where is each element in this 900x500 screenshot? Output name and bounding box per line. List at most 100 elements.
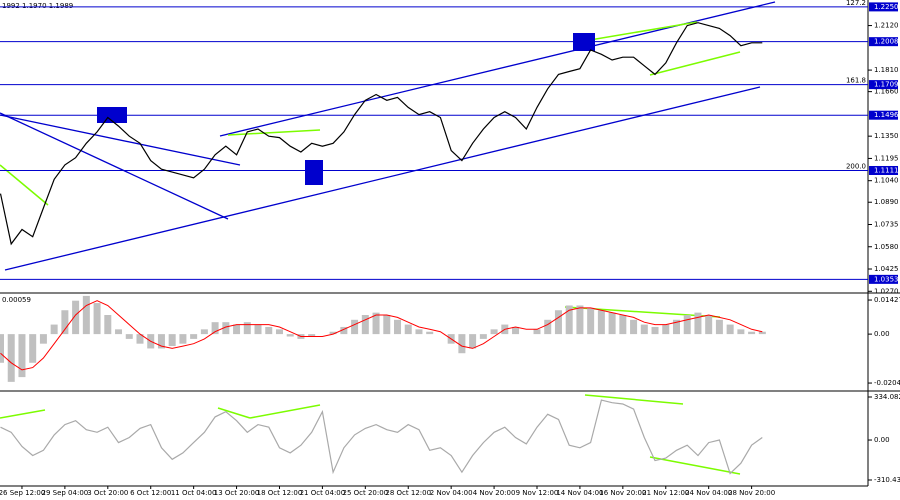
bar: [394, 319, 402, 335]
fib-label: 127.2: [846, 0, 866, 7]
bar: [136, 334, 144, 344]
bar: [308, 334, 316, 337]
bar: [490, 329, 498, 335]
x-tick-label: 4 Nov 20:00: [473, 489, 516, 497]
bar: [265, 326, 273, 335]
bar: [619, 315, 627, 335]
x-tick-label: 28 Nov 20:00: [728, 489, 775, 497]
x-tick-label: 21 Oct 04:00: [300, 489, 346, 497]
bar: [608, 312, 616, 335]
y-tick-label: 1.1810: [874, 66, 899, 74]
x-tick-label: 9 Nov 12:00: [516, 489, 559, 497]
divergence-line: [649, 456, 741, 475]
level-label-box: [869, 37, 898, 47]
bar: [458, 334, 466, 354]
signal-line: [0, 300, 763, 371]
bar: [554, 310, 562, 335]
channel-lower: [4, 86, 761, 271]
bar: [93, 303, 101, 335]
bar: [533, 329, 541, 335]
level-label: 1.1709: [874, 81, 899, 89]
level-label-box: [869, 165, 898, 175]
bar: [662, 324, 670, 335]
level-label: 1.2008: [874, 38, 899, 46]
bar: [7, 334, 15, 382]
bar: [404, 324, 412, 335]
bar: [361, 315, 369, 335]
bar: [758, 331, 766, 335]
bar: [211, 322, 219, 335]
x-tick-label: 3 Oct 20:00: [87, 489, 128, 497]
bar: [39, 334, 47, 344]
chart-title: 1992 1.1970 1.1989: [2, 2, 73, 10]
bar: [597, 310, 605, 335]
divergence-line: [249, 404, 321, 419]
x-tick-label: 26 Sep 12:00: [0, 489, 45, 497]
bar: [329, 331, 337, 335]
x-tick-label: 21 Nov 12:00: [642, 489, 689, 497]
bar: [651, 326, 659, 335]
fib-label: 200.0: [846, 162, 866, 170]
x-tick-label: 16 Nov 20:00: [599, 489, 646, 497]
y-tick-label: -0.02049: [874, 379, 900, 387]
x-tick-label: 2 Nov 04:00: [430, 489, 473, 497]
bar: [544, 319, 552, 335]
bar: [737, 329, 745, 335]
x-tick-label: 6 Oct 12:00: [130, 489, 171, 497]
bar: [222, 322, 230, 335]
line: [0, 399, 763, 475]
x-tick-label: 11 Oct 04:00: [171, 489, 217, 497]
bar: [565, 305, 573, 335]
bar: [179, 334, 187, 344]
y-tick-label: 0.00: [874, 330, 890, 338]
bar: [479, 334, 487, 339]
bar: [286, 334, 294, 337]
x-tick-label: 18 Oct 12:00: [257, 489, 303, 497]
bar: [72, 300, 80, 335]
divergence-line: [0, 409, 46, 419]
fib-label: 161.8: [846, 77, 866, 85]
bar: [82, 295, 90, 335]
bar: [683, 315, 691, 335]
bar: [715, 319, 723, 335]
bar: [115, 329, 123, 335]
level-label: 1.2250: [874, 3, 899, 11]
y-tick-label: 1.0270: [874, 287, 899, 295]
bar: [426, 331, 434, 335]
y-tick-label: 0.00: [874, 436, 890, 444]
bar: [0, 334, 4, 363]
bar: [351, 319, 359, 335]
y-tick-label: 1.0890: [874, 198, 899, 206]
bar: [61, 310, 69, 335]
bar: [50, 324, 58, 335]
y-tick-label: 334.0824: [874, 393, 900, 401]
bar: [104, 315, 112, 335]
y-tick-label: 1.0580: [874, 243, 899, 251]
bar: [125, 334, 133, 339]
bar: [275, 329, 283, 335]
y-tick-label: 1.0735: [874, 220, 899, 228]
y-tick-label: 1.1660: [874, 88, 899, 96]
y-tick-label: -310.434: [874, 476, 900, 484]
divergence-line: [649, 51, 741, 76]
level-label-box: [869, 2, 898, 12]
bar: [587, 307, 595, 335]
bar: [233, 324, 241, 335]
bar: [168, 334, 176, 347]
divergence-line: [227, 129, 321, 136]
level-label-box: [869, 274, 898, 284]
bar: [383, 315, 391, 335]
bar: [576, 305, 584, 335]
bar: [18, 334, 26, 378]
bar: [705, 315, 713, 335]
x-tick-label: 28 Oct 12:00: [385, 489, 431, 497]
level-label: 1.0353: [874, 275, 899, 283]
x-tick-label: 24 Nov 04:00: [685, 489, 732, 497]
trend-line: [0, 114, 241, 166]
bar: [512, 326, 520, 335]
bar: [372, 312, 380, 335]
bar: [190, 334, 198, 339]
y-tick-label: 0.01427: [874, 296, 900, 304]
